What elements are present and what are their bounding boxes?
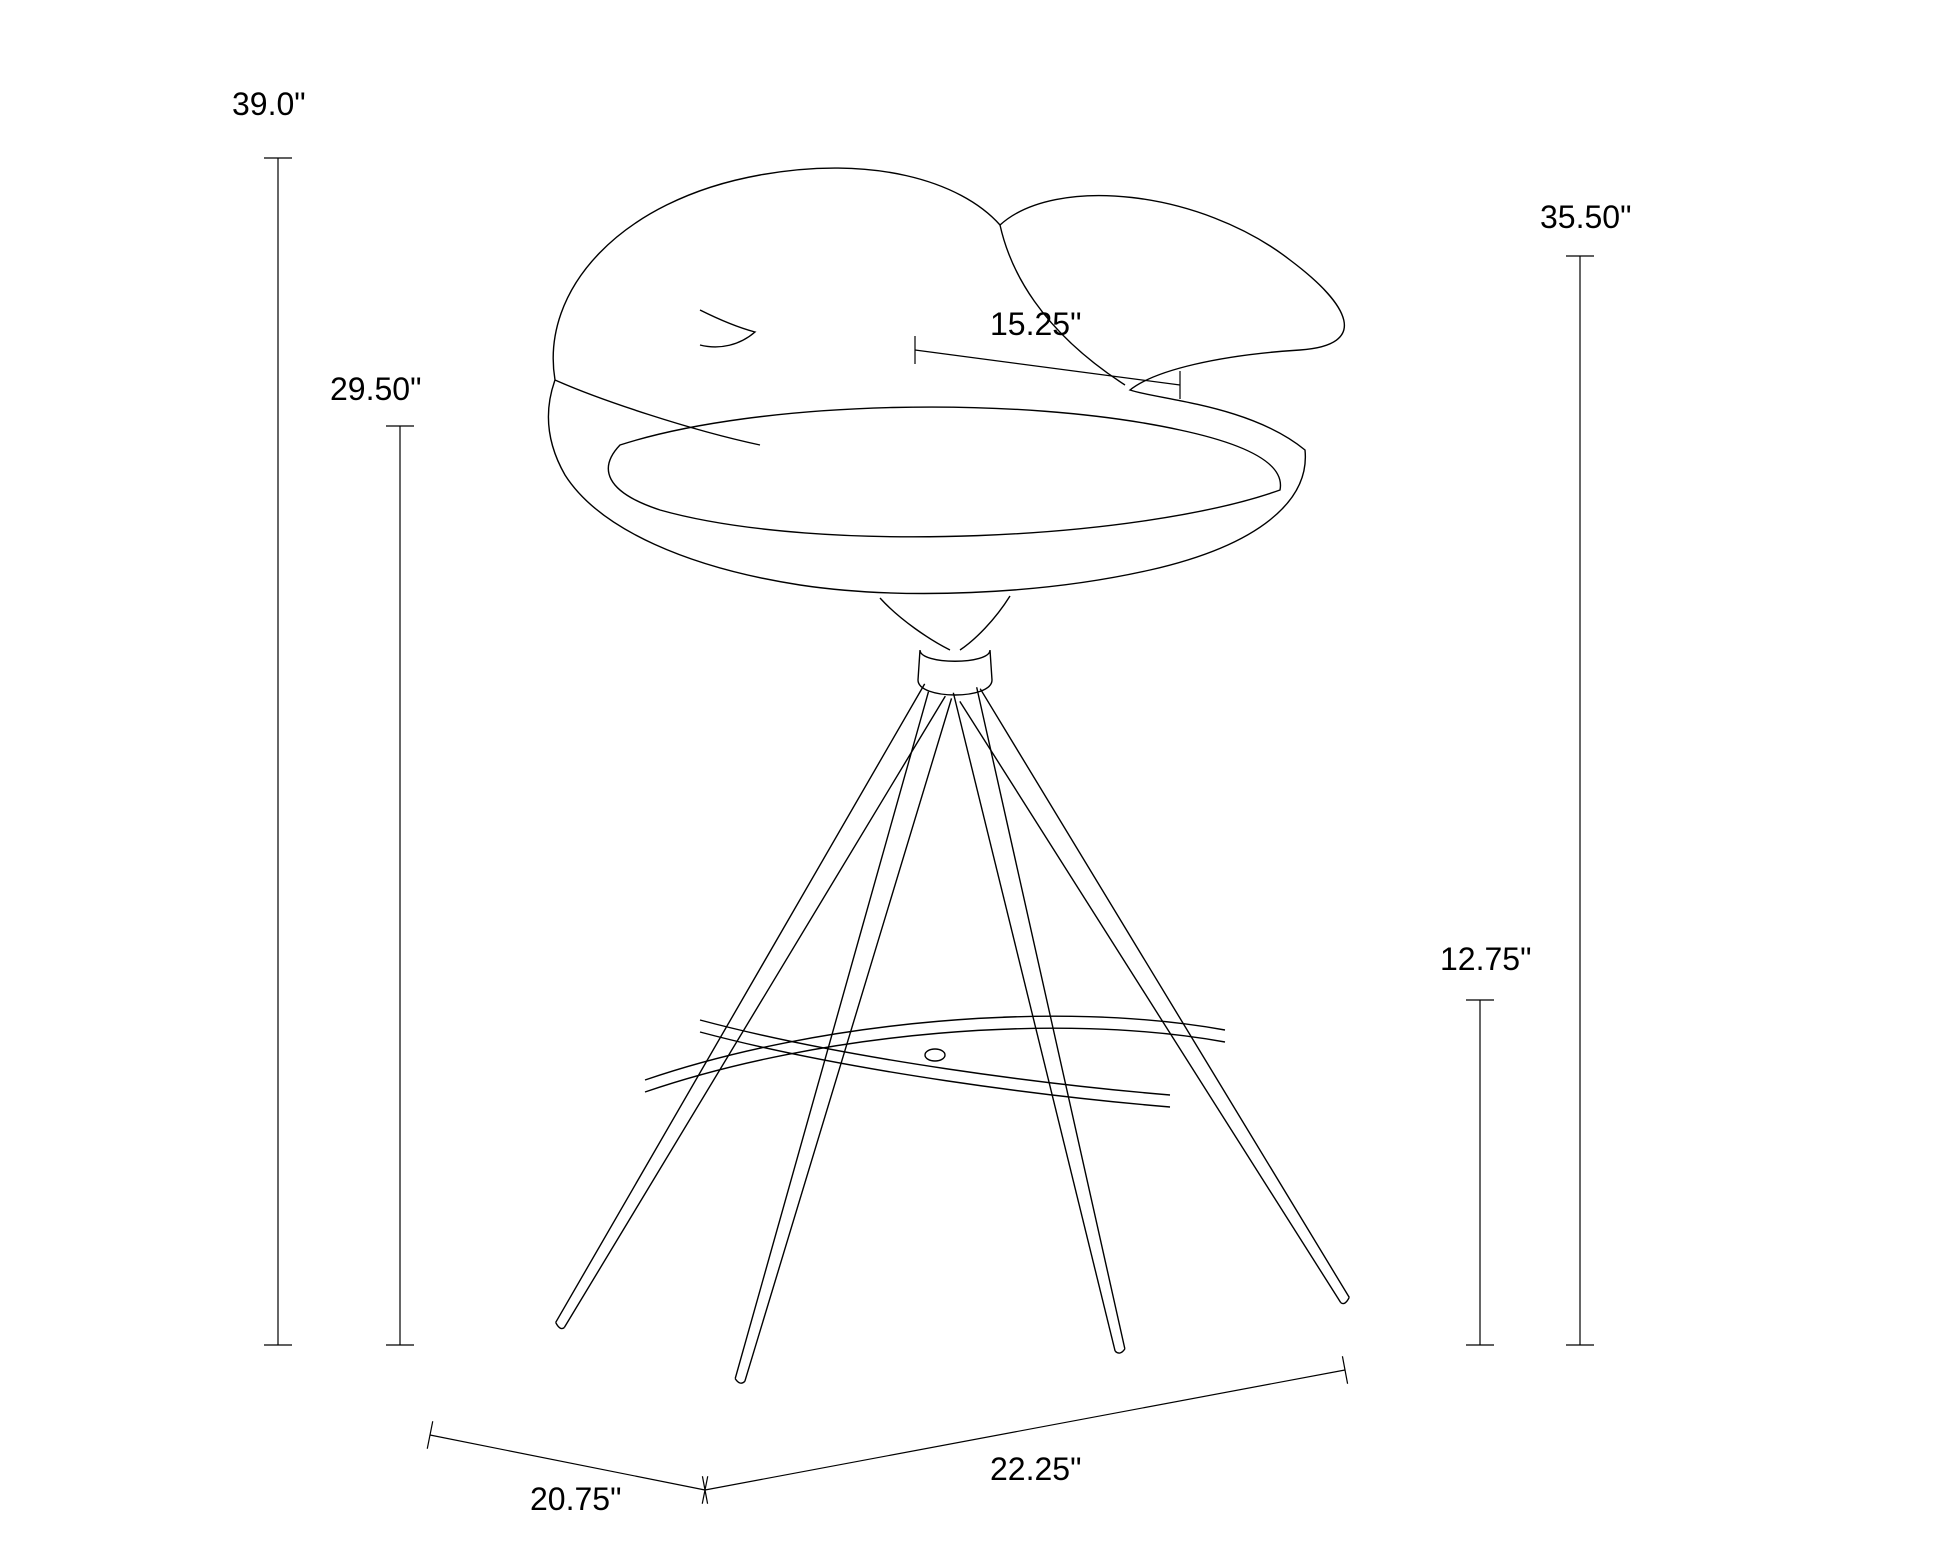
dim-overall-height: 39.0" bbox=[232, 86, 306, 122]
dim-base-width: 22.25" bbox=[990, 1451, 1081, 1487]
dim-seat-depth: 15.25" bbox=[990, 306, 1081, 342]
dim-base-depth: 20.75" bbox=[530, 1481, 621, 1517]
dim-footrest-height: 12.75" bbox=[1440, 941, 1531, 977]
dim-arm-height: 35.50" bbox=[1540, 199, 1631, 235]
dim-seat-height: 29.50" bbox=[330, 371, 421, 407]
